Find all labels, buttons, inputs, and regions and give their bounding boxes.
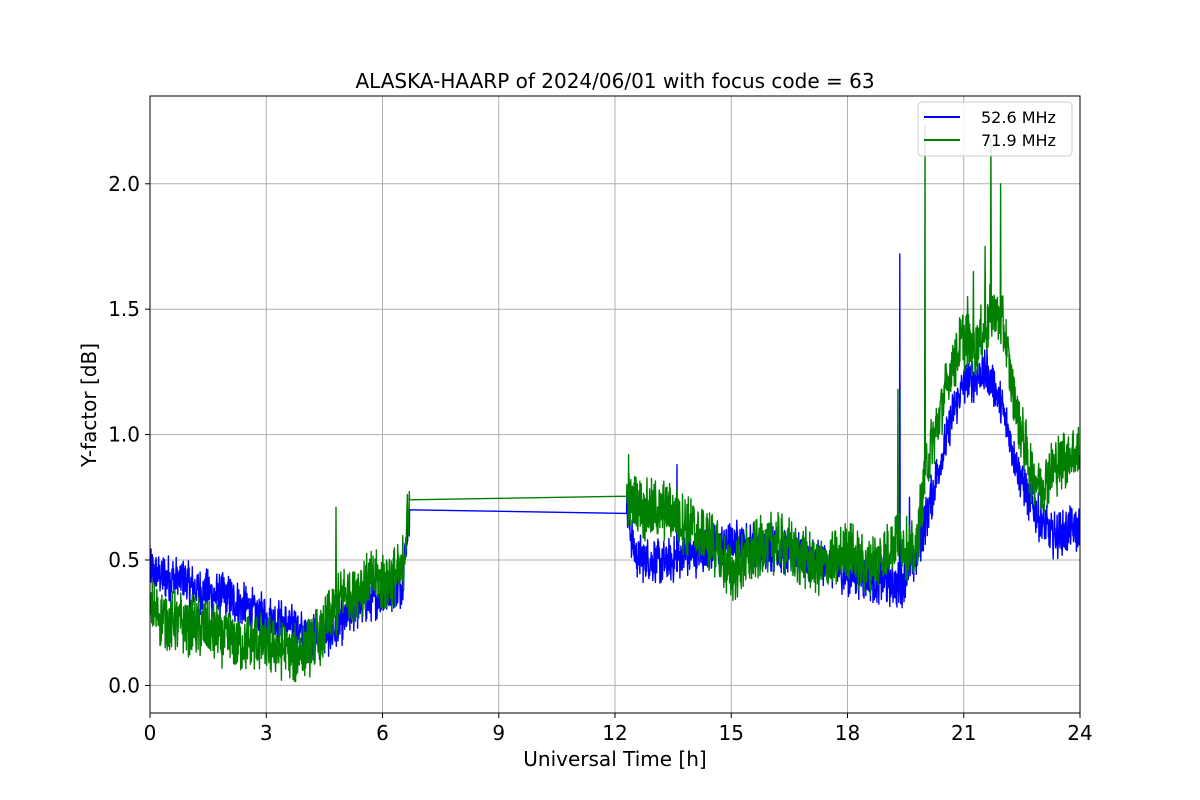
legend: 52.6 MHz 71.9 MHz bbox=[917, 101, 1073, 157]
series-line-71-9-mhz bbox=[150, 125, 1080, 683]
legend-label-52-6: 52.6 MHz bbox=[981, 108, 1056, 127]
axis-ticks: 0 3 6 9 12 15 18 21 24 0.0 0.5 1.0 1.5 2.0 bbox=[108, 172, 1093, 745]
series-layer bbox=[150, 125, 1080, 683]
x-tick-label: 6 bbox=[376, 721, 389, 745]
legend-frame bbox=[917, 101, 1073, 157]
x-axis-title: Universal Time [h] bbox=[523, 747, 706, 771]
y-tick-label: 1.0 bbox=[108, 423, 140, 447]
y-tick-label: 0.0 bbox=[108, 673, 140, 697]
x-tick-label: 21 bbox=[951, 721, 976, 745]
x-tick-label: 9 bbox=[492, 721, 505, 745]
chart-title: ALASKA-HAARP of 2024/06/01 with focus co… bbox=[355, 69, 874, 93]
x-tick-label: 12 bbox=[602, 721, 627, 745]
legend-label-71-9: 71.9 MHz bbox=[981, 131, 1056, 150]
x-tick-label: 15 bbox=[719, 721, 744, 745]
x-tick-label: 3 bbox=[260, 721, 273, 745]
x-tick-label: 24 bbox=[1067, 721, 1092, 745]
y-tick-label: 2.0 bbox=[108, 172, 140, 196]
y-tick-label: 0.5 bbox=[108, 548, 140, 572]
x-tick-label: 0 bbox=[144, 721, 157, 745]
y-tick-label: 1.5 bbox=[108, 297, 140, 321]
x-tick-label: 18 bbox=[835, 721, 860, 745]
y-axis-title: Y-factor [dB] bbox=[77, 343, 101, 468]
